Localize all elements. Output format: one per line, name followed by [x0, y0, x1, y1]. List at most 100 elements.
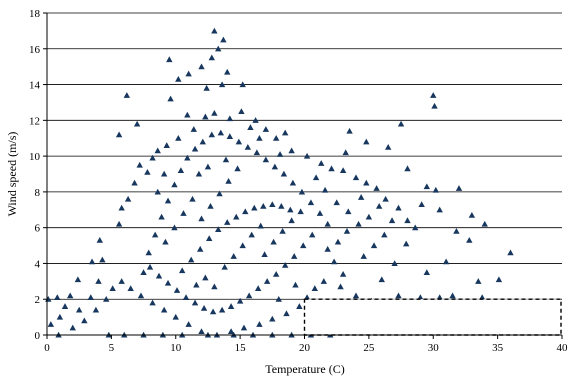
data-point [234, 165, 241, 172]
data-point [260, 203, 267, 209]
data-point [211, 283, 218, 290]
data-point [224, 219, 231, 225]
data-point [288, 147, 295, 154]
y-tick-label: 8 [35, 187, 41, 199]
data-point [226, 133, 234, 139]
data-point [403, 240, 410, 247]
data-point [145, 249, 152, 256]
data-point [208, 131, 215, 138]
data-point [47, 321, 55, 327]
data-point [208, 54, 215, 61]
data-point [227, 328, 235, 334]
data-point [75, 306, 83, 313]
data-point [202, 274, 209, 281]
data-point [468, 211, 476, 218]
x-tick-label: 10 [170, 342, 182, 354]
data-point [149, 154, 156, 161]
data-point [303, 152, 311, 159]
data-point [342, 149, 349, 156]
y-tick-label: 14 [29, 80, 41, 92]
data-point [222, 156, 230, 163]
data-point [292, 281, 299, 288]
data-point [466, 236, 473, 243]
data-point [185, 70, 192, 77]
data-point [318, 160, 325, 166]
data-point [172, 313, 179, 320]
y-tick-label: 18 [29, 8, 41, 20]
data-point [184, 111, 191, 118]
data-point [270, 238, 277, 245]
data-point [269, 201, 276, 207]
data-point [262, 126, 270, 132]
data-point [423, 183, 431, 190]
data-point [495, 276, 503, 283]
data-point [346, 127, 353, 134]
highlight-region [303, 298, 562, 336]
data-point [206, 235, 213, 241]
data-point [269, 315, 276, 322]
data-point [136, 161, 143, 168]
data-point [239, 81, 246, 88]
data-point [311, 285, 318, 292]
data-point [198, 328, 205, 334]
data-point [381, 231, 388, 238]
data-point [189, 195, 196, 202]
data-point [118, 204, 125, 211]
data-point [247, 124, 254, 131]
data-point [245, 292, 253, 299]
data-point [193, 281, 200, 288]
data-point [61, 303, 69, 309]
data-point [316, 210, 324, 216]
x-tick-labels: 0 5 10 15 20 25 30 35 40 [44, 335, 568, 354]
data-point [298, 188, 306, 195]
data-point [180, 210, 187, 216]
data-point [69, 324, 76, 331]
data-point [289, 179, 297, 186]
data-point [140, 269, 147, 275]
y-tick-label: 0 [35, 330, 41, 342]
data-point [296, 303, 303, 309]
data-point [345, 208, 352, 215]
data-point [154, 147, 161, 154]
data-point [131, 179, 138, 186]
data-point [124, 195, 132, 202]
data-point [175, 75, 182, 82]
data-point [251, 204, 258, 211]
x-tick-label: 15 [235, 342, 247, 354]
data-point [275, 296, 282, 302]
x-tick-label: 35 [492, 342, 504, 354]
data-point [149, 299, 156, 306]
data-point [261, 251, 268, 258]
data-point [175, 135, 182, 141]
data-point [115, 220, 123, 227]
data-point [88, 258, 96, 265]
data-point [252, 117, 259, 123]
data-point [211, 27, 218, 34]
x-tick-label: 25 [363, 342, 375, 354]
data-point [436, 206, 443, 213]
x-tick-label: 5 [109, 342, 115, 354]
data-point [324, 220, 331, 227]
data-point [171, 224, 178, 231]
data-point [283, 310, 290, 317]
data-point [230, 253, 237, 259]
data-point [203, 84, 210, 91]
data-point [178, 267, 186, 274]
data-point [328, 165, 335, 172]
data-point [481, 220, 488, 227]
data-point [197, 245, 204, 252]
data-point [395, 292, 402, 299]
data-point [173, 287, 181, 293]
data-point [334, 238, 342, 245]
data-point [373, 185, 380, 191]
data-point [56, 313, 64, 320]
data-point [271, 163, 279, 170]
data-point [280, 170, 288, 177]
data-point [370, 242, 378, 249]
y-axis-label: Wind speed (m/s) [5, 132, 19, 217]
data-point [154, 188, 161, 195]
data-point [391, 260, 398, 267]
data-point [164, 279, 172, 286]
data-point [96, 236, 103, 243]
